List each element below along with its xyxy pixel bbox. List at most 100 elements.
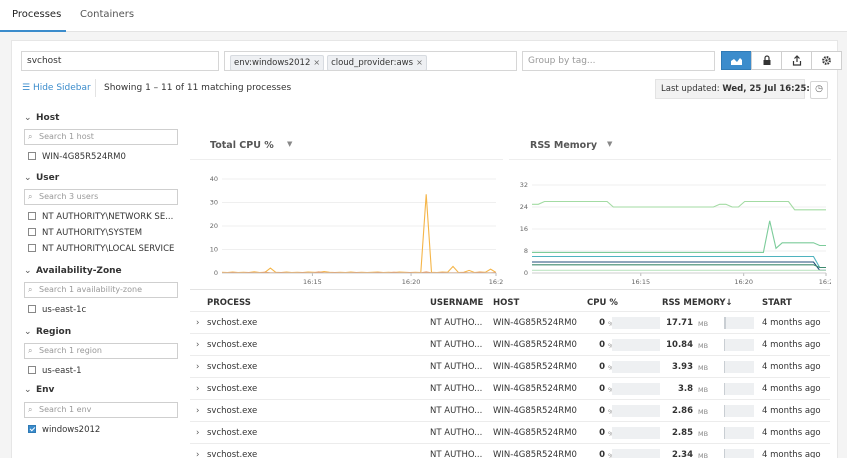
- cpu-value: 0: [599, 362, 605, 372]
- rss-bar-fill: [724, 339, 726, 351]
- host-cell: WIN-4G85R524RM0: [493, 384, 577, 394]
- facet-option[interactable]: NT AUTHORITY\SYSTEM: [28, 228, 142, 238]
- chevron-right-icon[interactable]: ›: [196, 362, 200, 372]
- close-icon[interactable]: ×: [313, 58, 321, 67]
- chevron-right-icon[interactable]: ›: [196, 450, 200, 458]
- rss-bar-fill: [724, 427, 725, 439]
- rss-unit: MB: [698, 386, 709, 394]
- checkbox[interactable]: [28, 212, 36, 220]
- y-tick-label: 0: [524, 269, 528, 277]
- process-name: svchost.exe: [207, 318, 258, 328]
- tab-bar: Processes Containers: [0, 0, 847, 32]
- facet-search-input[interactable]: ⌕ Search 1 host: [24, 129, 178, 145]
- graph-divider: [509, 159, 831, 160]
- settings-button[interactable]: [811, 51, 842, 70]
- table-row[interactable]: › svchost.exe NT AUTHO... WIN-4G85R524RM0 0%…: [190, 443, 830, 458]
- rss-unit: MB: [698, 452, 709, 458]
- filter-chip[interactable]: cloud_provider:aws ×: [327, 55, 427, 70]
- col-process[interactable]: PROCESS: [207, 298, 251, 308]
- table-row[interactable]: › svchost.exe NT AUTHO... WIN-4G85R524RM0 0%…: [190, 399, 830, 421]
- facet-option[interactable]: us-east-1c: [28, 305, 86, 315]
- chevron-right-icon[interactable]: ›: [196, 340, 200, 350]
- cpu-value: 0: [599, 406, 605, 416]
- cpu-bar: [612, 405, 660, 417]
- hide-sidebar-link[interactable]: ☰ Hide Sidebar: [22, 83, 91, 93]
- lock-button[interactable]: [751, 51, 782, 70]
- tab-processes[interactable]: Processes: [12, 9, 62, 20]
- cpu-unit: %: [608, 430, 614, 438]
- col-host[interactable]: HOST: [493, 298, 520, 308]
- x-tick-label: 16:2: [489, 278, 503, 286]
- col-rss-memory[interactable]: RSS MEMORY↓: [662, 298, 733, 308]
- hide-sidebar-label: Hide Sidebar: [32, 83, 91, 93]
- facet-env-title[interactable]: ⌄ Env: [24, 385, 54, 395]
- chevron-right-icon[interactable]: ›: [196, 406, 200, 416]
- checkbox[interactable]: [28, 152, 36, 160]
- tab-containers[interactable]: Containers: [80, 9, 135, 20]
- col-start[interactable]: START: [762, 298, 792, 308]
- rss-bar: [724, 361, 754, 373]
- facet-user-title[interactable]: ⌄ User: [24, 173, 59, 183]
- facet-option[interactable]: NT AUTHORITY\NETWORK SE...: [28, 212, 173, 222]
- table-row[interactable]: › svchost.exe NT AUTHO... WIN-4G85R524RM0 0%…: [190, 333, 830, 355]
- facet-search-input[interactable]: ⌕ Search 1 availability-zone: [24, 282, 178, 298]
- facet-option[interactable]: NT AUTHORITY\LOCAL SERVICE: [28, 244, 174, 254]
- facet-option-label: NT AUTHORITY\LOCAL SERVICE: [42, 244, 175, 254]
- checkbox[interactable]: [28, 228, 36, 236]
- graph-view-button[interactable]: [721, 51, 752, 70]
- search-icon: ⌕: [28, 405, 33, 414]
- facet-region-title[interactable]: ⌄ Region: [24, 327, 71, 337]
- facet-option-label: NT AUTHORITY\NETWORK SE...: [42, 212, 174, 222]
- y-tick-label: 32: [520, 181, 528, 189]
- table-row[interactable]: › svchost.exe NT AUTHO... WIN-4G85R524RM0 0%…: [190, 355, 830, 377]
- col-username[interactable]: USERNAME: [430, 298, 484, 308]
- checkbox[interactable]: [28, 425, 36, 433]
- rss-value: 2.86: [672, 406, 693, 416]
- rss-value: 10.84: [666, 340, 693, 350]
- table-row[interactable]: › svchost.exe NT AUTHO... WIN-4G85R524RM0 0%…: [190, 377, 830, 399]
- tag-filter-input[interactable]: env:windows2012 × cloud_provider:aws ×: [224, 51, 517, 71]
- username-cell: NT AUTHO...: [430, 384, 483, 394]
- start-cell: 4 months ago: [762, 384, 821, 394]
- chevron-right-icon[interactable]: ›: [196, 318, 200, 328]
- group-by-input[interactable]: Group by tag...: [522, 51, 715, 71]
- rss-unit: MB: [698, 342, 709, 350]
- x-tick-label: 16:2: [819, 278, 831, 286]
- facet-option[interactable]: us-east-1: [28, 366, 82, 376]
- process-name: svchost.exe: [207, 362, 258, 372]
- chevron-down-icon: ⌄: [24, 385, 32, 395]
- facet-search-input[interactable]: ⌕ Search 1 region: [24, 343, 178, 359]
- chevron-right-icon[interactable]: ›: [196, 384, 200, 394]
- graph-divider: [190, 159, 503, 160]
- facet-search-input[interactable]: ⌕ Search 1 env: [24, 402, 178, 418]
- share-icon: [792, 55, 801, 66]
- checkbox[interactable]: [28, 244, 36, 252]
- checkbox[interactable]: [28, 305, 36, 313]
- rss-bar: [724, 405, 754, 417]
- process-name: svchost.exe: [207, 450, 258, 458]
- facet-host-title[interactable]: ⌄ Host: [24, 113, 59, 123]
- facet-availability-zone-title[interactable]: ⌄ Availability-Zone: [24, 266, 122, 276]
- search-input[interactable]: svchost: [21, 51, 219, 71]
- area-chart-icon: [731, 57, 742, 65]
- process-name: svchost.exe: [207, 340, 258, 350]
- process-name: svchost.exe: [207, 384, 258, 394]
- facet-search-placeholder: Search 1 host: [39, 132, 94, 141]
- cpu-graph: Total CPU % ▼ 40 30 20 10 0 16:15 16:20 16:2: [190, 129, 503, 309]
- filter-chip[interactable]: env:windows2012 ×: [230, 55, 325, 70]
- table-row[interactable]: › svchost.exe NT AUTHO... WIN-4G85R524RM0 0%…: [190, 421, 830, 443]
- facet-search-input[interactable]: ⌕ Search 3 users: [24, 189, 178, 205]
- close-icon[interactable]: ×: [416, 58, 423, 67]
- facet-option[interactable]: windows2012: [28, 425, 100, 435]
- chevron-down-icon[interactable]: ▼: [287, 140, 293, 148]
- chevron-right-icon[interactable]: ›: [196, 428, 200, 438]
- col-cpu[interactable]: CPU %: [587, 298, 618, 308]
- clock-icon[interactable]: ◷: [810, 81, 828, 99]
- checkbox[interactable]: [28, 366, 36, 374]
- table-row[interactable]: › svchost.exe NT AUTHO... WIN-4G85R524RM0 0%…: [190, 311, 830, 333]
- last-updated-badge: Last updated: Wed, 25 Jul 16:25:41: [655, 79, 822, 99]
- export-button[interactable]: [781, 51, 812, 70]
- chevron-down-icon[interactable]: ▼: [607, 140, 613, 148]
- y-tick-label: 8: [524, 247, 528, 255]
- facet-option[interactable]: WIN-4G85R524RM0: [28, 152, 126, 162]
